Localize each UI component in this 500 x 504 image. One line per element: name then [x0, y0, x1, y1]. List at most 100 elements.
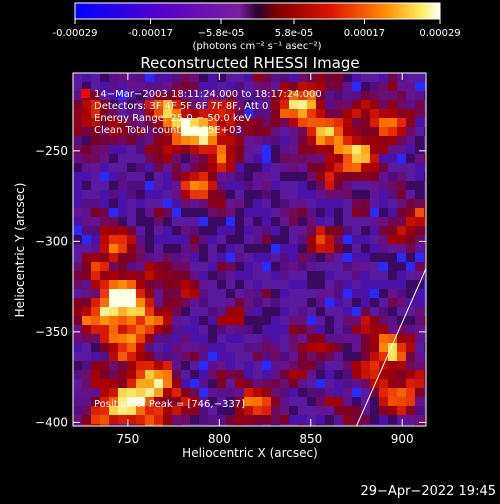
heatmap-cell [136, 118, 146, 128]
heatmap-cell [253, 325, 263, 335]
heatmap-cell [226, 190, 236, 200]
heatmap-cell [100, 379, 110, 389]
heatmap-cell [118, 280, 128, 290]
heatmap-cell [199, 361, 209, 371]
heatmap-cell [127, 154, 137, 164]
heatmap-cell [145, 172, 155, 182]
heatmap-cell [154, 343, 164, 353]
heatmap-cell [316, 127, 326, 137]
heatmap-cell [253, 253, 263, 263]
heatmap-cell [73, 289, 83, 299]
heatmap-cell [424, 424, 426, 426]
heatmap-cell [91, 109, 101, 119]
heatmap-cell [379, 109, 389, 119]
heatmap-cell [136, 415, 146, 425]
heatmap-cell [253, 244, 263, 254]
colorbar-tick-label: −5.8e-05 [198, 28, 245, 39]
heatmap-cell [118, 163, 128, 173]
heatmap-cell [388, 226, 398, 236]
heatmap-cell [235, 253, 245, 263]
heatmap-cell [235, 217, 245, 227]
heatmap-cell [163, 172, 173, 182]
heatmap-cell [325, 199, 335, 209]
heatmap-cell [424, 406, 426, 416]
heatmap-cell [379, 82, 389, 92]
heatmap-cell [145, 289, 155, 299]
heatmap-cell [334, 244, 344, 254]
heatmap-cell [109, 415, 119, 425]
heatmap-cell [352, 370, 362, 380]
heatmap-cell [91, 217, 101, 227]
heatmap-cell [253, 388, 263, 398]
heatmap-cell [406, 397, 416, 407]
heatmap-cell [118, 91, 128, 101]
heatmap-cell [100, 253, 110, 263]
heatmap-cell [325, 190, 335, 200]
heatmap-cell [208, 343, 218, 353]
heatmap-cell [334, 415, 344, 425]
heatmap-cell [190, 343, 200, 353]
heatmap-cell [244, 388, 254, 398]
heatmap-cell [109, 370, 119, 380]
heatmap-cell [388, 316, 398, 326]
heatmap-cell [334, 334, 344, 344]
heatmap-cell [271, 379, 281, 389]
heatmap-cell [298, 316, 308, 326]
heatmap-cell [253, 136, 263, 146]
colorbar-tick-label: -0.00017 [128, 28, 173, 39]
heatmap-cell [280, 271, 290, 281]
heatmap-cell [73, 145, 83, 155]
heatmap-cell [73, 325, 83, 335]
heatmap-cell [118, 325, 128, 335]
heatmap-cell [379, 343, 389, 353]
heatmap-cell [244, 262, 254, 272]
heatmap-cell [352, 253, 362, 263]
heatmap-cell [136, 397, 146, 407]
heatmap-cell [280, 253, 290, 263]
heatmap-cell [370, 100, 380, 110]
heatmap-cell [73, 109, 83, 119]
heatmap-cell [424, 280, 426, 290]
heatmap-cell [307, 307, 317, 317]
heatmap-cell [136, 388, 146, 398]
heatmap-cell [217, 91, 227, 101]
heatmap-cell [208, 325, 218, 335]
heatmap-cell [262, 388, 272, 398]
heatmap-cell [127, 406, 137, 416]
heatmap-cell [361, 199, 371, 209]
heatmap-cell [109, 325, 119, 335]
heatmap-cell [100, 91, 110, 101]
heatmap-cell [379, 406, 389, 416]
x-tick-label: 800 [208, 432, 231, 446]
heatmap-cell [118, 343, 128, 353]
heatmap-cell [172, 100, 182, 110]
heatmap-cell [406, 208, 416, 218]
heatmap-cell [289, 379, 299, 389]
y-axis-label: Heliocentric Y (arcsec) [13, 183, 27, 318]
heatmap-cell [325, 217, 335, 227]
heatmap-cell [127, 307, 137, 317]
heatmap-cell [262, 226, 272, 236]
heatmap-cell [343, 217, 353, 227]
heatmap-cell [298, 352, 308, 362]
heatmap-cell [316, 244, 326, 254]
heatmap-cell [316, 307, 326, 317]
heatmap-cell [424, 343, 426, 353]
heatmap-cell [100, 397, 110, 407]
heatmap-cell [91, 397, 101, 407]
heatmap-cell [397, 325, 407, 335]
heatmap-cell [208, 370, 218, 380]
heatmap-cell [370, 316, 380, 326]
heatmap-cell [361, 397, 371, 407]
heatmap-cell [199, 424, 209, 426]
heatmap-cell [73, 190, 83, 200]
heatmap-cell [82, 415, 92, 425]
heatmap-cell [388, 415, 398, 425]
heatmap-cell [118, 424, 128, 426]
heatmap-cell [226, 217, 236, 227]
heatmap-cell [181, 343, 191, 353]
heatmap-cell [352, 217, 362, 227]
heatmap-cell [370, 352, 380, 362]
heatmap-cell [163, 424, 173, 426]
heatmap-cell [325, 73, 335, 83]
